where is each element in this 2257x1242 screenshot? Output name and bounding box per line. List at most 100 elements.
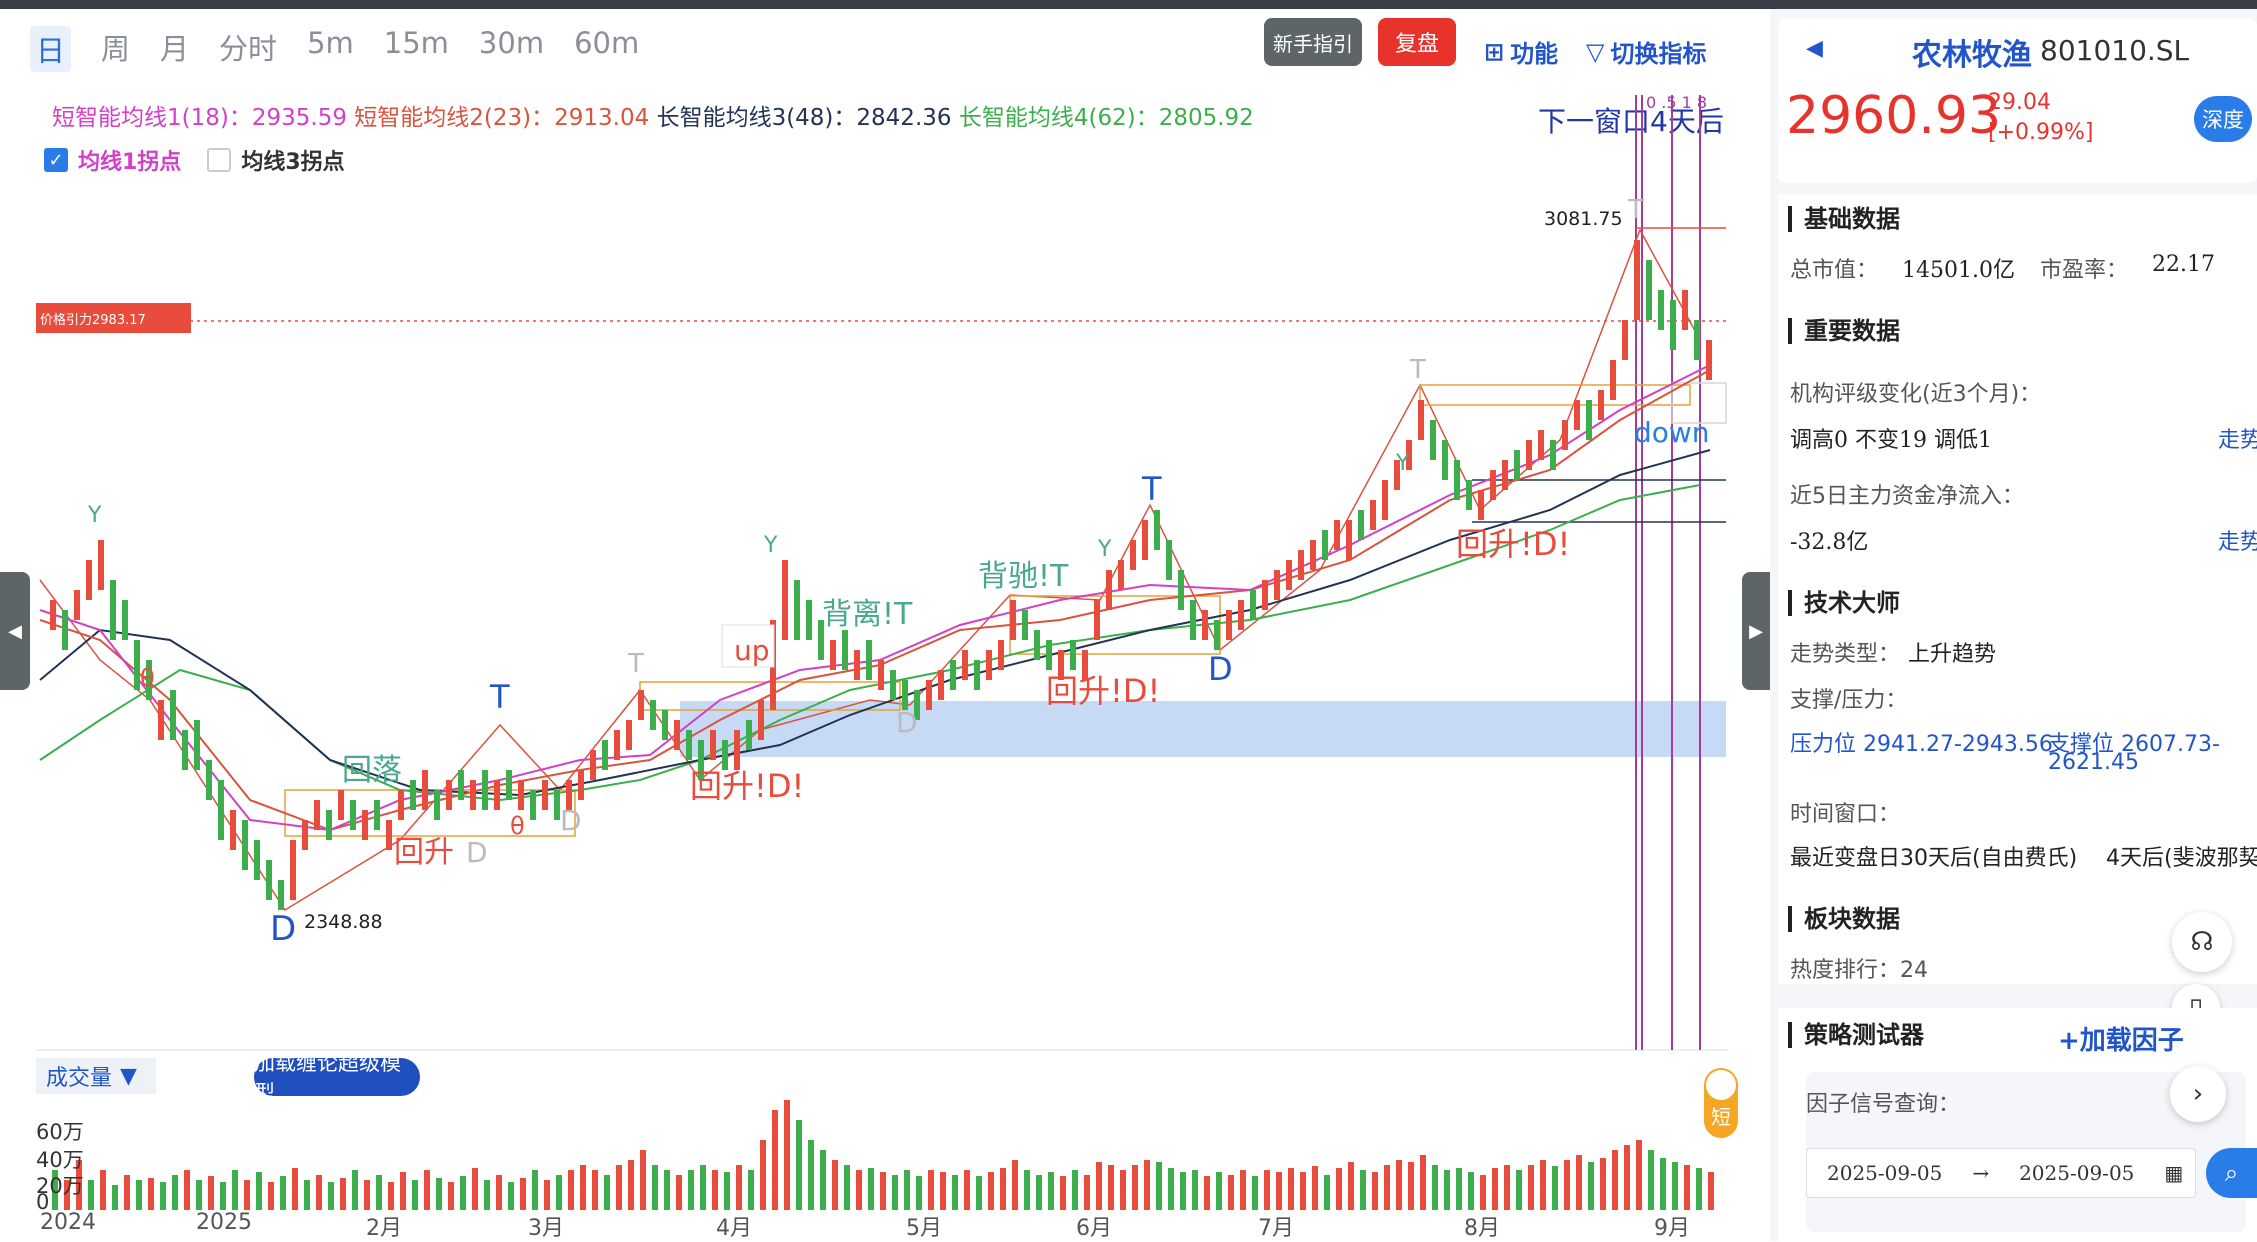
trend-type-value: 上升趋势 bbox=[1908, 642, 1997, 667]
pe-value: 22.17 bbox=[2152, 252, 2215, 277]
stock-code: 801010.SL bbox=[2040, 34, 2190, 67]
t-label-4: T bbox=[1409, 355, 1426, 385]
stock-info-body bbox=[1778, 194, 2257, 984]
short-label: 短 bbox=[1711, 1105, 1731, 1129]
tab-month[interactable]: 月 bbox=[160, 32, 190, 66]
add-factor-link[interactable]: +加载因子 bbox=[2058, 1026, 2184, 1056]
y-label-1: Y bbox=[87, 503, 102, 528]
ma1-turn-label: 均线1拐点 bbox=[78, 150, 182, 175]
huisheng-label: 回升 bbox=[394, 835, 454, 870]
price-gravity-tag: 价格引力2983.17 bbox=[36, 303, 191, 333]
trend-type-label: 走势类型： bbox=[1790, 642, 1901, 667]
vol-tick-20: 20万 bbox=[36, 1174, 84, 1198]
basic-data-title: 基础数据 bbox=[1788, 206, 1900, 232]
down-label: down bbox=[1634, 416, 1710, 449]
rating-trend-link[interactable]: 走势 bbox=[2218, 428, 2257, 453]
ma3-turn-label: 均线3拐点 bbox=[241, 150, 345, 175]
x-tick-feb: 2月 bbox=[366, 1216, 402, 1241]
depth-button[interactable]: 深度 bbox=[2194, 96, 2252, 142]
stock-price: 2960.93 bbox=[1786, 86, 2002, 146]
resistance-value: 压力位 2941.27-2943.56 bbox=[1790, 732, 2053, 757]
candlestick-chart[interactable]: 3081.75 2348.88 0 .5 1 8 回落 回升 回升!D! 回升!… bbox=[0, 0, 1748, 1241]
volume-indicator-select[interactable]: 成交量 ▼ bbox=[36, 1058, 156, 1094]
date-range-input[interactable]: 2025-09-05 → 2025-09-05 ▦ bbox=[1806, 1148, 2196, 1198]
factor-search-button[interactable]: ⌕ bbox=[2206, 1148, 2257, 1198]
time-window-value-1: 最近变盘日30天后(自由费氏) bbox=[1790, 846, 2078, 871]
ma3-turn-checkbox[interactable]: 均线3拐点 bbox=[207, 144, 345, 176]
switch-indicator-button[interactable]: ▽ 切换指标 bbox=[1586, 34, 1706, 69]
sector-data-title: 板块数据 bbox=[1788, 906, 1900, 932]
load-chan-model-button[interactable]: 加载缠论超级模型 bbox=[254, 1051, 420, 1105]
up-box bbox=[721, 624, 775, 668]
scroll-left-button[interactable]: ◀ bbox=[0, 572, 30, 690]
factor-expand-button[interactable]: › bbox=[2170, 1066, 2226, 1122]
stock-header bbox=[1778, 18, 2257, 183]
function-label: 功能 bbox=[1510, 40, 1559, 68]
window-top-bar bbox=[0, 0, 2257, 9]
vol-tick-40: 40万 bbox=[36, 1148, 84, 1172]
customer-service-button[interactable]: ☊ bbox=[2172, 912, 2232, 972]
scroll-right-button[interactable]: ▶ bbox=[1742, 572, 1770, 690]
ma1-turn-checkbox[interactable]: ✓ 均线1拐点 bbox=[44, 144, 181, 176]
ma2-label: 短智能均线2(23)：2913.04 bbox=[354, 105, 650, 131]
function-button[interactable]: ⊞ 功能 bbox=[1484, 34, 1558, 69]
x-tick-may: 5月 bbox=[906, 1216, 942, 1241]
date-to: 2025-09-05 bbox=[2019, 1161, 2135, 1185]
stock-change-abs: 29.04 bbox=[1988, 90, 2051, 115]
tab-day[interactable]: 日 bbox=[30, 26, 72, 72]
ma1-label: 短智能均线1(18)：2935.59 bbox=[52, 105, 347, 131]
toggle-knob bbox=[1706, 1070, 1736, 1100]
checkbox-checked-icon: ✓ bbox=[44, 148, 68, 172]
tab-5m[interactable]: 5m bbox=[307, 26, 354, 60]
tab-15m[interactable]: 15m bbox=[383, 26, 449, 60]
ma3-curve bbox=[39, 449, 1711, 797]
flow-trend-link[interactable]: 走势 bbox=[2218, 530, 2257, 555]
mcap-value: 14501.0亿 bbox=[1902, 258, 2015, 283]
x-tick-jul: 7月 bbox=[1258, 1216, 1294, 1241]
pivot-box bbox=[1671, 382, 1727, 424]
d-label-2: D bbox=[1208, 650, 1233, 688]
up-label: up bbox=[734, 634, 770, 667]
support-value-cont: 2621.45 bbox=[2048, 750, 2139, 775]
important-data-title: 重要数据 bbox=[1788, 318, 1900, 344]
time-window-label: 时间窗口： bbox=[1790, 802, 1901, 827]
guide-button[interactable]: 新手指引 bbox=[1264, 18, 1362, 66]
calendar-icon: ▦ bbox=[2164, 1161, 2184, 1185]
tab-60m[interactable]: 60m bbox=[574, 26, 640, 60]
flow-value: -32.8亿 bbox=[1790, 530, 1869, 555]
short-toggle[interactable]: 短 bbox=[1704, 1068, 1738, 1138]
flow-label: 近5日主力资金净流入： bbox=[1790, 484, 2024, 509]
strategy-title: 策略测试器 bbox=[1788, 1022, 1924, 1048]
replay-button[interactable]: 复盘 bbox=[1378, 18, 1456, 66]
filter-icon: ▽ bbox=[1586, 37, 1605, 66]
x-tick-sep: 9月 bbox=[1654, 1216, 1690, 1241]
y-label-3: Y bbox=[1097, 537, 1112, 562]
stock-change-pct: [+0.99%] bbox=[1988, 120, 2094, 145]
huiluo-label: 回落 bbox=[342, 753, 402, 788]
tab-30m[interactable]: 30m bbox=[478, 26, 545, 60]
t-label-2: T bbox=[627, 649, 644, 679]
low-price-annotation: 2348.88 bbox=[304, 911, 383, 933]
prev-stock-icon[interactable]: ◀ bbox=[1806, 36, 1823, 61]
chevron-right-icon: ▶ bbox=[1749, 620, 1763, 642]
vol-tick-60: 60万 bbox=[36, 1120, 84, 1144]
trend-zigzag bbox=[39, 228, 1701, 912]
tab-intraday[interactable]: 分时 bbox=[219, 32, 278, 66]
tab-week[interactable]: 周 bbox=[101, 32, 131, 66]
grid-icon: ⊞ bbox=[1484, 37, 1505, 66]
factor-query-label: 因子信号查询： bbox=[1806, 1092, 1961, 1117]
turning-point-checks: ✓ 均线1拐点 均线3拐点 bbox=[44, 144, 345, 176]
volume-bars bbox=[52, 1100, 1714, 1210]
x-tick-aug: 8月 bbox=[1464, 1216, 1500, 1241]
t-label-5: T bbox=[1627, 195, 1644, 225]
chart-panel bbox=[0, 9, 1748, 1241]
mcap-label: 总市值： bbox=[1790, 258, 1879, 283]
stock-change: 29.04 [+0.99%] bbox=[1988, 88, 2094, 148]
checkbox-empty-icon bbox=[207, 148, 232, 172]
chevron-left-icon: ◀ bbox=[8, 620, 22, 642]
headset-icon: ☊ bbox=[2190, 927, 2214, 957]
x-tick-jun: 6月 bbox=[1076, 1216, 1112, 1241]
d-label-4: D bbox=[560, 804, 582, 837]
next-window-label: 下一窗口4天后 bbox=[1538, 105, 1724, 138]
time-window-value-2: 4天后(斐波那契 bbox=[2106, 846, 2257, 871]
